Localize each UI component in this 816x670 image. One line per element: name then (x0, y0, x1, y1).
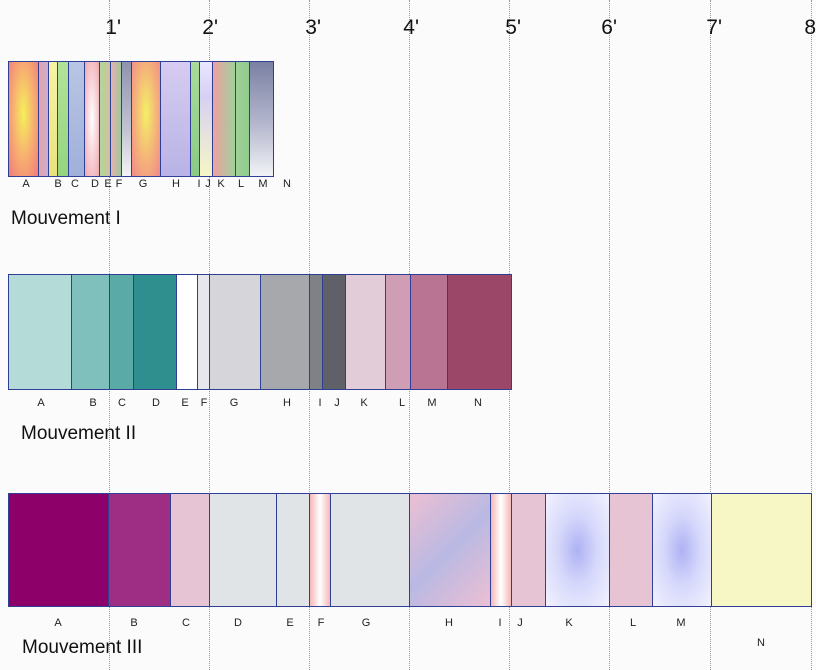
section-block (260, 274, 310, 390)
section-label: N (757, 637, 765, 649)
section-label: E (104, 178, 112, 190)
section-label: J (205, 178, 211, 190)
section-label: A (37, 397, 45, 409)
section-label: I (498, 617, 502, 629)
section-block (330, 493, 410, 607)
movement-title: Mouvement I (11, 208, 121, 229)
section-label: B (89, 397, 97, 409)
section-block (133, 274, 177, 390)
section-label: D (234, 617, 242, 629)
section-label: G (361, 617, 371, 629)
section-block (109, 274, 134, 390)
section-label: C (71, 178, 79, 190)
section-label: G (229, 397, 239, 409)
minute-tick-label: 2' (202, 16, 218, 39)
section-label: H (172, 178, 180, 190)
section-block (71, 274, 110, 390)
section-block (322, 274, 346, 390)
section-block (410, 274, 448, 390)
section-block (8, 493, 109, 607)
section-block (545, 493, 610, 607)
section-label: L (398, 397, 406, 409)
section-label: J (517, 617, 523, 629)
movement-title: Mouvement II (21, 423, 137, 444)
section-label: K (217, 178, 225, 190)
minute-tick-label: 5' (505, 16, 521, 39)
section-block (68, 61, 85, 177)
section-block (511, 493, 546, 607)
section-label: F (115, 178, 123, 190)
section-label: M (427, 397, 437, 409)
section-label: I (197, 178, 201, 190)
section-label: D (91, 178, 99, 190)
section-block (652, 493, 712, 607)
section-block (8, 274, 72, 390)
section-block (8, 61, 39, 177)
section-label: M (676, 617, 686, 629)
section-block (160, 61, 191, 177)
minute-tick-label: 1' (105, 16, 121, 39)
section-label: N (283, 178, 291, 190)
section-label: B (130, 617, 138, 629)
minute-gridline (609, 0, 610, 670)
minute-tick-label: 3' (305, 16, 321, 39)
section-block (309, 274, 323, 390)
section-label: J (334, 397, 340, 409)
section-block (711, 493, 812, 607)
section-block (209, 274, 261, 390)
section-label: I (318, 397, 322, 409)
minute-gridline (811, 0, 812, 670)
section-label: C (182, 617, 190, 629)
section-block (212, 61, 236, 177)
section-block (276, 493, 310, 607)
section-label: B (54, 178, 62, 190)
section-label: D (152, 397, 160, 409)
section-block (84, 61, 100, 177)
section-block (385, 274, 411, 390)
section-block (170, 493, 210, 607)
minute-tick-label: 6' (601, 16, 617, 39)
section-label: M (258, 178, 268, 190)
section-block (309, 493, 331, 607)
section-label: A (54, 617, 62, 629)
section-label: N (474, 397, 482, 409)
section-block (176, 274, 198, 390)
section-label: F (200, 397, 208, 409)
section-block (131, 61, 161, 177)
section-label: L (237, 178, 245, 190)
section-block (345, 274, 386, 390)
section-label: K (360, 397, 368, 409)
minute-gridline (710, 0, 711, 670)
minute-tick-label: 7' (706, 16, 722, 39)
section-block (409, 493, 491, 607)
section-label: E (181, 397, 189, 409)
section-block (199, 61, 213, 177)
section-label: H (445, 617, 453, 629)
section-label: A (22, 178, 30, 190)
section-label: L (629, 617, 637, 629)
section-block (235, 61, 250, 177)
section-block (108, 493, 171, 607)
section-label: C (118, 397, 126, 409)
section-label: K (565, 617, 573, 629)
minute-tick-label: 4' (403, 16, 419, 39)
section-label: E (286, 617, 294, 629)
section-label: G (138, 178, 148, 190)
section-block (609, 493, 653, 607)
minute-tick-label: 8 (804, 16, 816, 39)
section-label: F (317, 617, 325, 629)
section-block (249, 61, 274, 177)
section-block (209, 493, 277, 607)
movement-title: Mouvement III (22, 637, 143, 658)
section-block (490, 493, 512, 607)
section-block (447, 274, 512, 390)
section-label: H (283, 397, 291, 409)
